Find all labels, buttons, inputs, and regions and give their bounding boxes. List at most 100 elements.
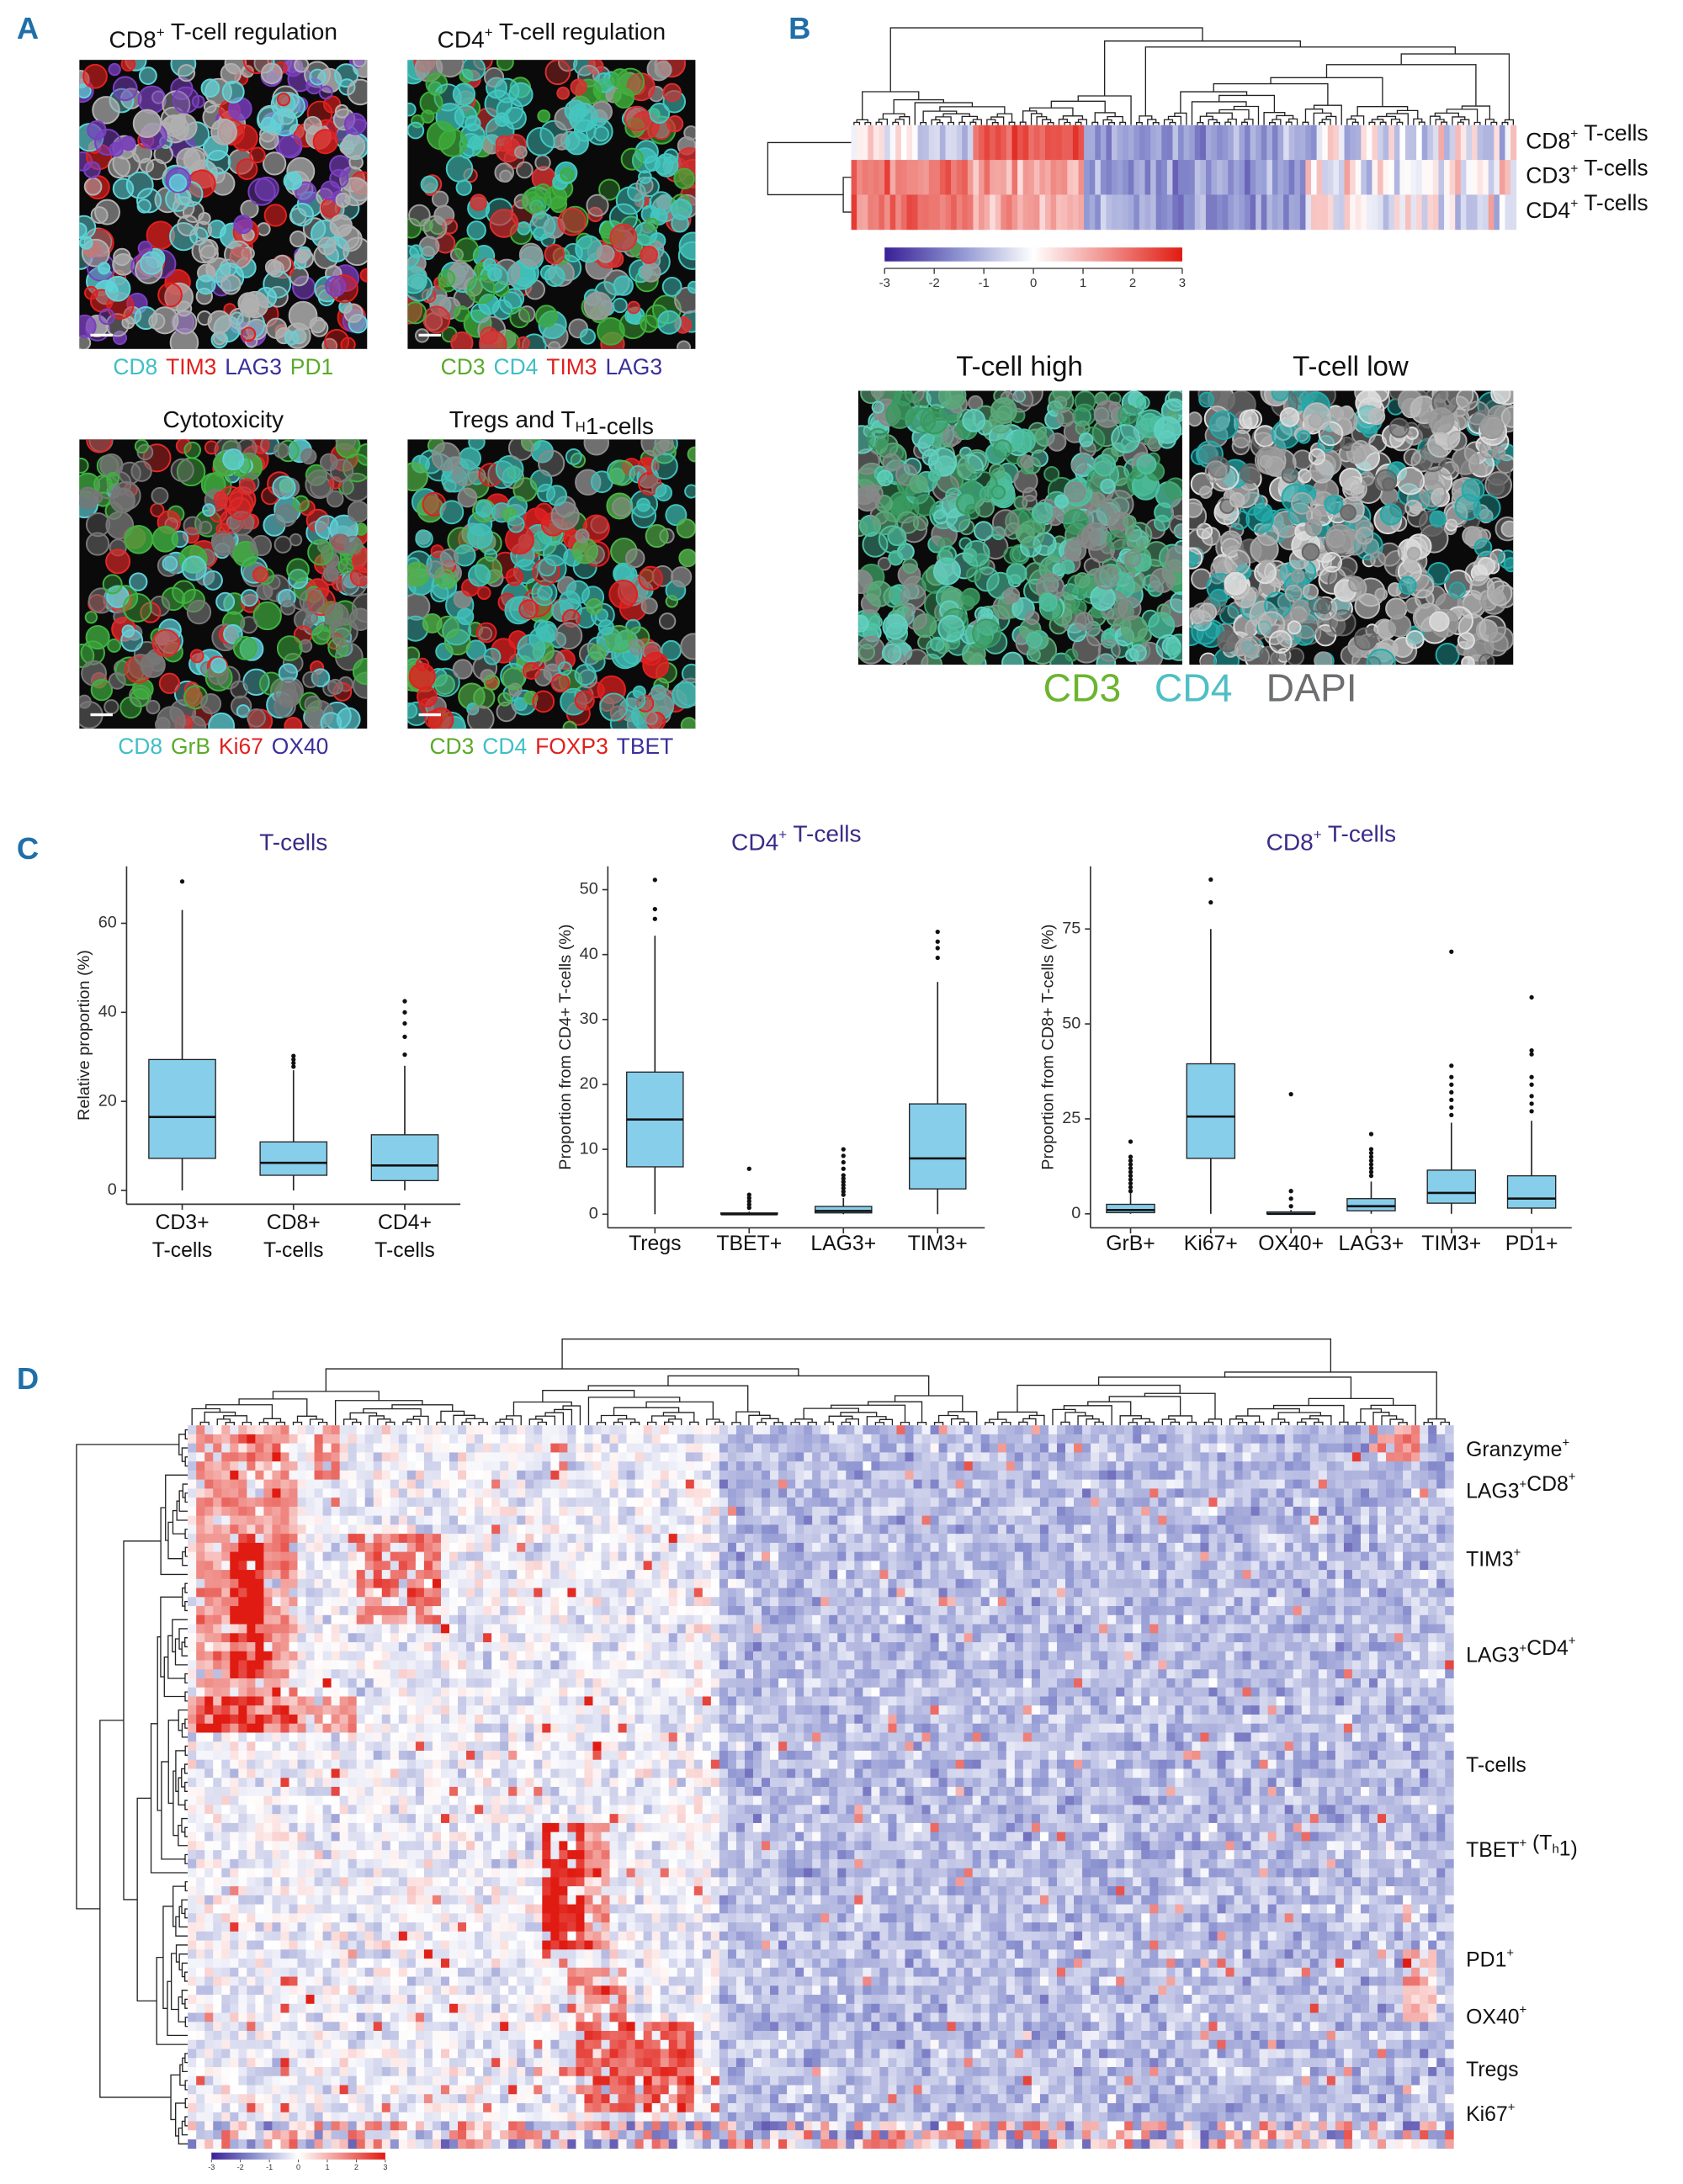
heatmap-cell	[1234, 1470, 1243, 1481]
cell	[82, 63, 108, 89]
microscopy-image	[407, 60, 696, 349]
heatmap-cell	[787, 1443, 796, 1453]
heatmap-cell	[1031, 1506, 1041, 1517]
cell	[625, 690, 646, 710]
heatmap-cell	[1161, 194, 1168, 231]
microscopy-image	[79, 439, 368, 729]
heatmap-cell	[466, 1443, 475, 1453]
heatmap-cell	[356, 1498, 366, 1508]
heatmap-cell	[609, 1452, 619, 1462]
heatmap-cell	[204, 1534, 214, 1544]
heatmap-cell	[1335, 1461, 1345, 1471]
heatmap-cell	[863, 1443, 872, 1453]
cell	[1075, 612, 1094, 631]
heatmap-cell	[1242, 1470, 1252, 1481]
heatmap-cell	[1368, 1443, 1378, 1453]
heatmap-cell	[913, 1425, 922, 1435]
heatmap-cell	[339, 1534, 349, 1544]
cell	[1024, 610, 1040, 626]
heatmap-cell	[238, 1542, 247, 1553]
heatmap-cell	[475, 1488, 484, 1498]
heatmap-cell	[466, 1542, 475, 1553]
outlier	[1368, 1154, 1374, 1159]
heatmap-cell	[289, 1434, 298, 1445]
heatmap-cell	[980, 1425, 990, 1435]
heatmap-cell	[406, 1461, 417, 1471]
heatmap-cell	[440, 1524, 450, 1535]
heatmap-cell	[1022, 1506, 1033, 1517]
heatmap-cell	[601, 1498, 610, 1508]
heatmap-cell	[989, 1506, 999, 1517]
heatmap-cell	[1301, 1488, 1311, 1498]
heatmap-cell	[584, 1452, 593, 1462]
heatmap-cell	[381, 1434, 391, 1445]
heatmap-cell	[964, 1434, 974, 1445]
heatmap-cell	[770, 1425, 779, 1435]
text-part: T-cells	[1578, 120, 1648, 146]
heatmap-cell	[787, 1452, 796, 1462]
heatmap-cell	[618, 1515, 627, 1525]
heatmap-cell	[668, 1498, 678, 1508]
heatmap-cell	[1091, 1498, 1100, 1508]
heatmap-cell	[787, 1479, 796, 1489]
heatmap-cell	[567, 1488, 576, 1498]
outlier	[841, 1147, 846, 1152]
heatmap-cell	[710, 1534, 720, 1544]
heatmap-cell	[1155, 194, 1162, 231]
cell	[562, 720, 577, 729]
heatmap-cell	[1311, 194, 1318, 231]
heatmap-cell	[762, 1524, 771, 1535]
cell	[677, 241, 696, 270]
heatmap-cell	[1022, 1534, 1033, 1544]
heatmap-cell	[846, 1443, 855, 1453]
cell	[589, 644, 607, 661]
heatmap-cell	[829, 1534, 838, 1544]
outlier	[402, 1034, 407, 1040]
heatmap-cell	[458, 1488, 467, 1498]
heatmap-cell	[542, 1515, 551, 1525]
heatmap-cell	[1344, 125, 1351, 161]
heatmap-cell	[735, 1488, 746, 1498]
heatmap-cell	[795, 1498, 804, 1508]
heatmap-cell	[1056, 1452, 1066, 1462]
heatmap-cell	[1082, 1461, 1091, 1471]
heatmap-cell	[1211, 125, 1218, 161]
heatmap-cell	[1343, 1470, 1353, 1481]
heatmap-cell	[1017, 125, 1024, 161]
heatmap-cell	[1394, 1506, 1404, 1517]
heatmap-cell	[820, 1534, 830, 1544]
cell	[273, 443, 289, 459]
heatmap-cell	[1445, 1434, 1454, 1445]
heatmap-cell	[576, 1425, 585, 1435]
cell	[990, 485, 1006, 500]
heatmap-cell	[660, 1524, 670, 1535]
heatmap-cell	[1276, 1479, 1286, 1489]
heatmap-cell	[398, 1524, 408, 1535]
heatmap-cell	[1014, 1506, 1024, 1517]
heatmap-cell	[1175, 1452, 1184, 1462]
heatmap-cell	[1386, 1515, 1395, 1525]
heatmap-cell	[1272, 160, 1279, 195]
heatmap-cell	[980, 1488, 990, 1498]
cell	[1048, 390, 1075, 414]
heatmap-cell	[735, 1452, 746, 1462]
heatmap-cell	[221, 1434, 231, 1445]
heatmap-cell	[534, 1542, 543, 1553]
heatmap-cell	[837, 1470, 847, 1481]
heatmap-cell	[905, 1452, 914, 1462]
heatmap-cell	[1200, 160, 1207, 195]
heatmap-cell	[1011, 160, 1018, 195]
heatmap-cell	[1091, 1461, 1100, 1471]
heatmap-cell	[272, 1534, 281, 1544]
cell	[458, 447, 482, 470]
text-part: T-cell regulation	[493, 19, 666, 45]
heatmap-cell	[364, 1534, 374, 1544]
heatmap-cell	[972, 1506, 982, 1517]
heatmap-cell	[979, 160, 985, 195]
cell	[565, 448, 582, 465]
cell	[199, 520, 213, 535]
heatmap-cell	[542, 1443, 551, 1453]
heatmap-cell	[1445, 1488, 1454, 1498]
heatmap-cell	[710, 1461, 720, 1471]
heatmap-cell	[702, 1434, 712, 1445]
